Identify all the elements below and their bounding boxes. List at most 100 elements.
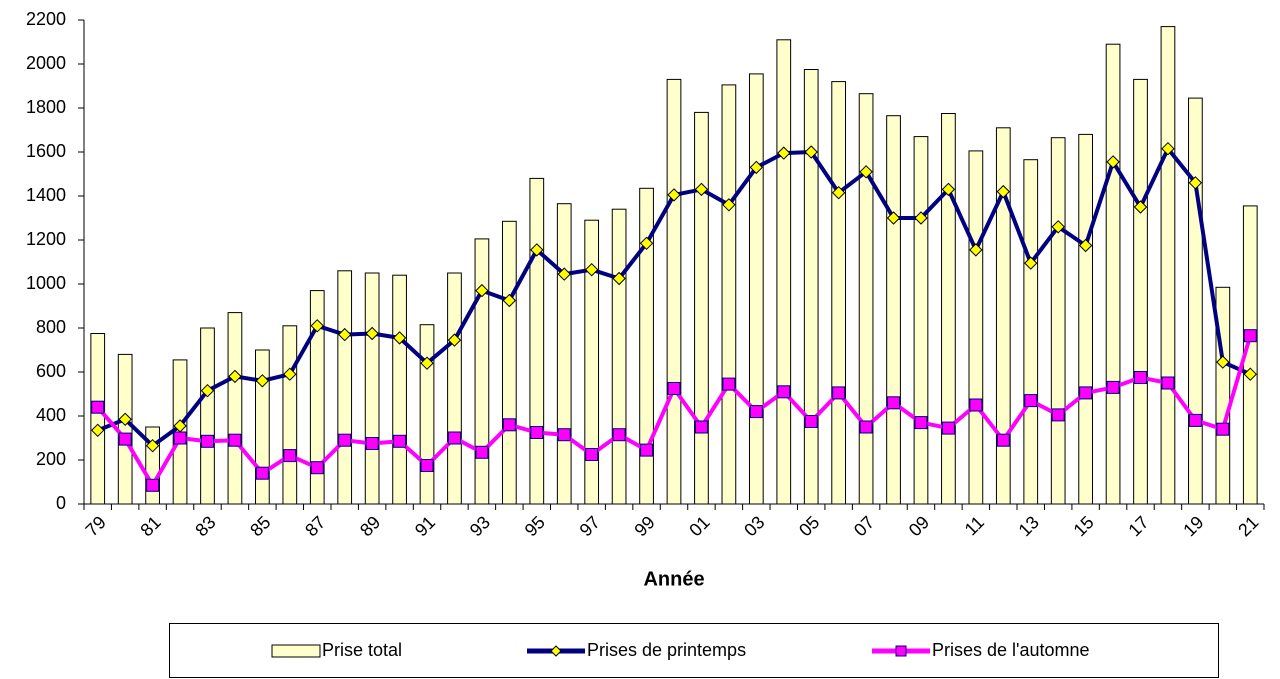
bar <box>995 127 1011 505</box>
bar <box>1050 137 1066 505</box>
bar <box>556 203 572 505</box>
x-tick-label: 01 <box>685 512 713 540</box>
bar <box>803 69 819 505</box>
bar <box>858 93 874 505</box>
bar <box>529 177 545 505</box>
marker <box>557 428 571 442</box>
marker <box>283 449 297 463</box>
marker <box>530 243 544 257</box>
y-tick-label: 2000 <box>26 53 66 73</box>
marker <box>804 145 818 159</box>
marker <box>859 420 873 434</box>
bar <box>255 349 270 505</box>
bar <box>227 312 243 505</box>
marker <box>640 443 654 457</box>
bar <box>90 333 106 505</box>
marker <box>420 356 434 370</box>
x-tick-label: 05 <box>795 512 823 540</box>
x-tick-label: 95 <box>521 512 549 540</box>
marker <box>1134 371 1148 384</box>
marker <box>255 466 269 480</box>
marker <box>502 293 517 308</box>
bar <box>1160 26 1176 505</box>
y-tick-label: 1600 <box>26 141 66 161</box>
marker <box>694 182 709 197</box>
legend-marker <box>895 645 907 657</box>
marker <box>1051 220 1065 234</box>
y-tick-label: 0 <box>56 493 66 513</box>
marker <box>886 211 901 225</box>
marker <box>475 283 489 298</box>
legend-box <box>169 623 1219 678</box>
x-tick-label: 85 <box>246 512 274 540</box>
marker <box>1024 394 1038 408</box>
x-tick-label: 19 <box>1179 512 1207 540</box>
x-tick-label: 79 <box>82 512 110 540</box>
y-tick-label: 600 <box>36 361 66 381</box>
bar <box>941 113 956 505</box>
bar <box>1023 159 1039 505</box>
bar <box>1133 78 1148 505</box>
marker <box>338 433 352 447</box>
x-tick-label: 89 <box>356 512 384 540</box>
x-tick-label: 87 <box>301 512 329 540</box>
x-tick-label: 11 <box>961 512 988 539</box>
bar <box>117 353 133 505</box>
bar <box>913 136 929 505</box>
marker <box>173 431 187 445</box>
marker <box>557 267 571 281</box>
x-tick-label: 91 <box>411 512 439 540</box>
marker <box>1024 256 1038 270</box>
marker <box>447 333 462 347</box>
bar <box>337 270 353 505</box>
x-tick-label: 99 <box>630 512 658 540</box>
marker <box>1216 355 1230 369</box>
bar <box>501 220 517 505</box>
legend-swatch <box>271 644 321 658</box>
marker <box>639 236 654 251</box>
y-tick-label: 1200 <box>26 229 66 249</box>
marker <box>804 415 818 428</box>
marker <box>228 369 242 384</box>
marker <box>502 418 516 432</box>
marker <box>612 271 626 286</box>
marker <box>1243 367 1257 381</box>
marker <box>612 428 626 442</box>
marker <box>420 459 434 472</box>
x-tick-label: 17 <box>1124 512 1152 540</box>
marker <box>91 400 105 414</box>
marker <box>1133 200 1148 214</box>
marker <box>200 383 215 398</box>
x-tick-label: 21 <box>1234 512 1262 540</box>
bar <box>282 325 298 505</box>
marker <box>584 262 599 277</box>
bar <box>1078 133 1093 505</box>
marker <box>200 434 214 448</box>
marker <box>1106 380 1120 394</box>
x-tick-label: 15 <box>1070 512 1098 540</box>
bar <box>200 327 215 505</box>
y-tick-label: 1400 <box>26 185 66 205</box>
marker <box>777 146 791 160</box>
marker <box>1216 422 1230 436</box>
bar <box>748 73 764 505</box>
legend-label: Prises de printemps <box>587 640 746 660</box>
marker <box>1051 408 1065 422</box>
marker <box>393 434 407 448</box>
bar <box>611 208 627 505</box>
marker <box>228 433 242 447</box>
marker <box>722 377 736 391</box>
bar <box>694 111 709 505</box>
bar <box>419 324 435 505</box>
marker <box>996 433 1010 447</box>
marker <box>475 445 489 459</box>
y-tick-label: 1000 <box>26 273 66 293</box>
marker <box>1161 376 1175 390</box>
marker <box>832 386 846 400</box>
marker <box>310 319 324 333</box>
marker <box>118 412 132 427</box>
marker <box>667 188 681 202</box>
bar <box>1188 97 1203 505</box>
marker <box>585 448 599 461</box>
